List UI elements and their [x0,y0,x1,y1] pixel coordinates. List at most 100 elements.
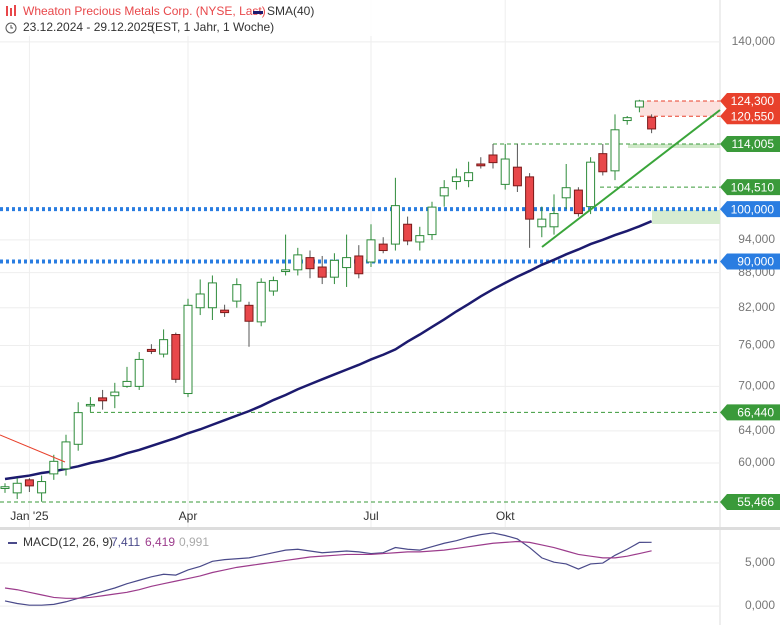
date-range: 23.12.2024 - 29.12.2025 [23,20,154,34]
candle-body [403,223,413,242]
resistance-zone [640,101,720,116]
candle-body [122,380,132,387]
candle-body [488,154,498,164]
candle-body [390,205,400,245]
candle-body [98,397,108,402]
support-zone [652,210,720,224]
candle-body [207,282,217,309]
candle-body [195,293,205,309]
candle-body [549,213,559,228]
price-label: 114,005 [732,137,775,151]
candle-body [561,187,571,199]
icon [6,5,16,16]
candle-body [573,189,583,215]
chart-title: Wheaton Precious Metals Corp. (NYSE, Las… [23,4,266,18]
legend-swatch [253,11,263,14]
price-label: 55,466 [737,495,774,509]
candle-body [37,481,47,494]
price-label-bg [720,108,780,125]
clock-icon [10,25,13,29]
candle-body [354,255,364,275]
y-tick-label: 70,000 [738,379,775,393]
candle-body [366,239,376,263]
header-bg [0,0,470,36]
candle-body [183,304,193,395]
clock-icon [5,22,17,34]
x-tick-label: Jan '25 [10,509,49,523]
candle-body [244,304,254,322]
candle-body [622,117,632,122]
candle-body [146,348,156,352]
main-panel: 140,00094,00088,00082,00076,00070,00064,… [0,0,780,527]
candle-body [0,486,10,489]
price-label: 120,550 [731,109,775,123]
candle-body [232,284,242,302]
candle-body [73,412,83,445]
legend-label: SMA(40) [267,4,314,18]
price-label-bg [720,135,780,152]
y-tick-label: 76,000 [738,338,775,352]
legend-value: 6,419 [145,535,175,549]
price-label-bg [720,179,780,196]
candle-body [415,235,425,243]
price-label-bg [720,253,780,270]
macd-line [4,532,652,606]
candle-body [610,129,620,172]
trend-line [541,109,721,248]
candle-body [451,176,461,183]
candle-body [586,161,596,208]
candle-body [476,163,486,167]
candle-body [329,259,339,278]
legend-swatch [8,542,17,544]
price-label-bg [720,404,780,421]
legend-title: MACD(12, 26, 9) [23,535,113,549]
candle-body [305,257,315,270]
y-tick-label: 140,000 [732,34,776,48]
candle-body [171,334,181,380]
x-tick-label: Jul [363,509,378,523]
price-label: 124,300 [731,94,775,108]
candle-body [647,116,657,130]
y-tick-label: 60,000 [738,455,775,469]
candle-body [134,358,144,387]
candle-body [342,257,352,269]
candle-body [49,460,59,475]
sma-line [4,220,653,481]
trend-line [0,434,66,463]
y-tick-label: 5,000 [745,555,775,569]
price-label-bg [720,92,780,109]
candle-body [110,391,120,397]
candle-body [268,280,278,292]
candle-body [317,266,327,278]
candle-body [537,218,547,228]
legend-value: 0,991 [179,535,209,549]
candle-body [293,254,303,271]
x-tick-label: Okt [496,509,515,523]
candle-body [464,172,474,182]
legend-bg [4,534,212,550]
candle-body [525,176,535,220]
candle-body [256,281,266,323]
candle-body [85,403,95,407]
legend-value: 7,411 [111,535,140,549]
candle-body [159,339,169,355]
candle-body [12,482,22,494]
candle-body [220,309,230,314]
y-tick-label: 94,000 [738,232,775,246]
y-tick-label: 64,000 [738,423,775,437]
candle-body [598,153,608,173]
x-tick-label: Apr [179,509,198,523]
candle-body [512,166,522,187]
candle-body [500,158,510,185]
price-label: 104,510 [731,180,775,194]
candle-body [61,441,71,470]
candle-body [427,206,437,236]
price-label: 66,440 [737,405,774,419]
price-label: 100,000 [731,202,775,216]
header: Wheaton Precious Metals Corp. (NYSE, Las… [0,0,470,36]
price-label-bg [720,201,780,218]
candle-body [378,243,388,252]
candle-body [634,100,644,108]
